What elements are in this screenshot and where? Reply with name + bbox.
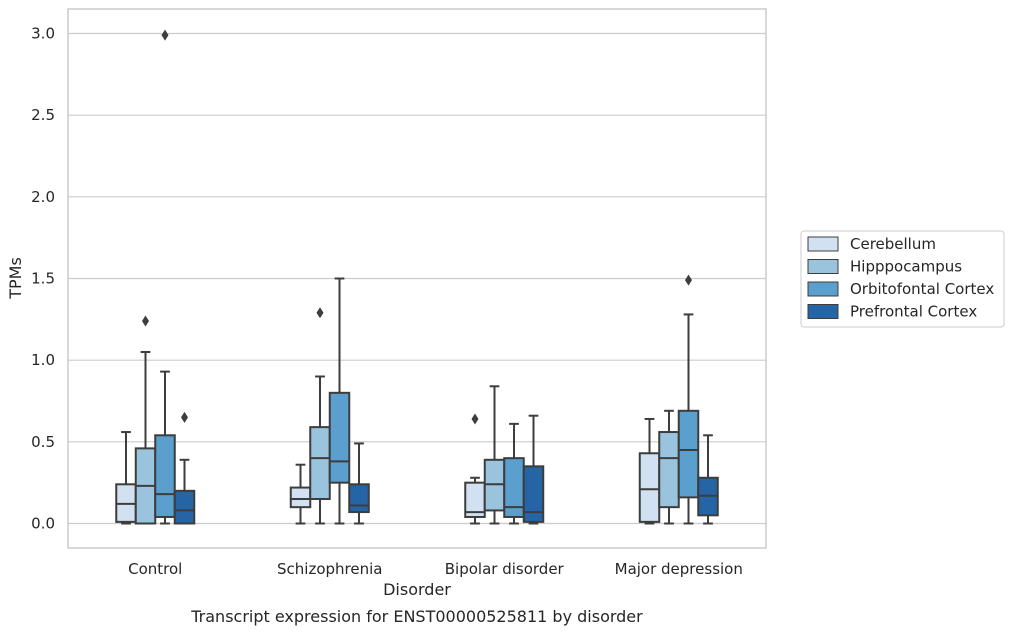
- outlier-point: [181, 411, 188, 423]
- box-orbitofontal-cortex: [328, 277, 351, 525]
- y-axis-label: TPMs: [6, 257, 25, 300]
- box-cerebellum: [289, 463, 312, 525]
- y-tick-label: 1.5: [31, 270, 55, 288]
- x-tick-label: Major depression: [615, 560, 743, 578]
- box-iqr: [289, 486, 312, 509]
- legend-item: Hipppocampus: [807, 258, 962, 276]
- box-prefrontal-cortex: [697, 434, 719, 525]
- y-tick-label: 3.0: [31, 25, 55, 43]
- box-hipppocampus: [483, 385, 506, 525]
- box-orbitofontal-cortex: [503, 422, 525, 525]
- box-iqr: [309, 426, 331, 500]
- legend-swatch: [807, 281, 839, 297]
- outlier-point: [685, 274, 692, 286]
- box-cerebellum: [464, 413, 486, 525]
- box-cerebellum: [115, 431, 137, 525]
- box-iqr: [677, 409, 700, 499]
- box-iqr: [173, 489, 196, 525]
- legend-label: Cerebellum: [850, 235, 936, 253]
- box-hipppocampus: [658, 409, 680, 525]
- box-iqr: [154, 434, 176, 518]
- legend-swatch: [807, 259, 839, 274]
- x-tick-label: Schizophrenia: [277, 560, 382, 578]
- box-prefrontal-cortex: [522, 414, 545, 525]
- outlier-point: [471, 413, 479, 425]
- outlier-point: [161, 29, 169, 41]
- box-hipppocampus: [309, 307, 331, 525]
- y-tick-label: 0.5: [31, 433, 55, 451]
- box-iqr: [658, 431, 680, 509]
- box-iqr: [522, 465, 545, 523]
- x-tick-labels: Control Schizophrenia Bipolar disorder Majo…: [128, 560, 743, 578]
- legend-item: Orbitofontal Cortex: [807, 280, 994, 298]
- plot-frame: [67, 8, 767, 549]
- box-orbitofontal-cortex: [154, 29, 176, 525]
- legend-swatch: [807, 236, 839, 252]
- legend-label: Prefrontal Cortex: [850, 303, 977, 321]
- outlier-point: [142, 315, 149, 327]
- x-axis-label: Disorder: [383, 580, 451, 599]
- y-tick-label: 2.0: [31, 188, 55, 206]
- legend-label: Hipppocampus: [850, 258, 962, 276]
- box-prefrontal-cortex: [173, 411, 196, 525]
- legend: Cerebellum Hipppocampus Orbitofontal Corte…: [800, 230, 1005, 328]
- outlier-point: [316, 307, 324, 319]
- box-hipppocampus: [134, 315, 157, 525]
- box-iqr: [328, 391, 351, 484]
- legend-label: Orbitofontal Cortex: [850, 280, 994, 298]
- x-tick-label: Control: [128, 560, 182, 578]
- y-tick-labels: 0.0 0.5 1.0 1.5 2.0 2.5 3.0: [31, 25, 55, 533]
- legend-swatch: [807, 304, 839, 319]
- grid-lines: [68, 32, 766, 525]
- box-prefrontal-cortex: [348, 442, 370, 525]
- legend-item: Cerebellum: [807, 235, 936, 253]
- chart-caption: Transcript expression for ENST0000052581…: [190, 607, 643, 626]
- box-orbitofontal-cortex: [677, 274, 700, 525]
- box-plots: [115, 29, 719, 525]
- y-tick-label: 1.0: [31, 351, 55, 369]
- x-tick-label: Bipolar disorder: [445, 560, 565, 578]
- box-iqr: [638, 452, 661, 523]
- legend-item: Prefrontal Cortex: [807, 303, 977, 321]
- y-tick-label: 0.0: [31, 515, 55, 533]
- legend-frame: [800, 230, 1005, 328]
- y-tick-label: 2.5: [31, 106, 55, 124]
- box-iqr: [348, 483, 370, 514]
- box-cerebellum: [638, 417, 661, 525]
